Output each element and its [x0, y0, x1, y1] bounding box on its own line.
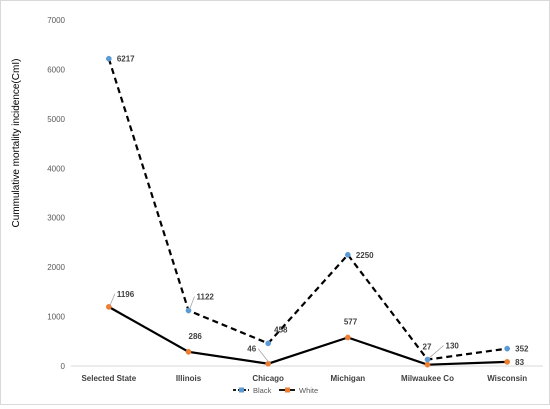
data-label-black: 130 — [446, 342, 460, 351]
x-tick-label: Milwaukee Co — [401, 374, 454, 383]
legend: Black White — [233, 386, 318, 395]
data-point-white — [424, 361, 431, 368]
legend-label: White — [299, 386, 318, 395]
data-point-black — [344, 251, 351, 258]
data-label-white: 83 — [515, 358, 524, 367]
data-label-white: 286 — [189, 332, 203, 341]
data-point-black — [504, 345, 511, 352]
data-point-white — [105, 304, 112, 310]
data-label-white: 27 — [423, 343, 432, 352]
label-leader-line — [189, 296, 195, 310]
y-tick-label: 3000 — [47, 214, 65, 223]
y-tick-label: 0 — [61, 362, 66, 371]
data-point-white — [185, 349, 192, 355]
y-tick-label: 6000 — [47, 65, 65, 74]
y-axis: 0 1000 2000 3000 4000 5000 6000 7000 — [47, 16, 65, 371]
series-lines — [105, 55, 511, 368]
y-tick-label: 2000 — [47, 263, 65, 272]
data-labels: 6217 1122 458 2250 130 352 1196 286 46 577 27 83 — [109, 55, 529, 367]
x-tick-label: Chicago — [252, 374, 284, 383]
y-tick-label: 5000 — [47, 115, 65, 124]
label-leader-line — [428, 345, 444, 359]
data-point-white — [344, 334, 351, 341]
x-tick-label: Michigan — [330, 374, 365, 383]
legend-swatch-marker — [239, 387, 244, 393]
data-point-black — [265, 340, 272, 347]
x-tick-label: Wisconsin — [487, 374, 527, 383]
data-point-black — [105, 55, 112, 62]
legend-label: Black — [253, 386, 272, 395]
x-tick-label: Illinois — [176, 374, 202, 383]
series-line-black — [107, 58, 508, 361]
data-label-white: 46 — [247, 345, 256, 354]
y-tick-label: 7000 — [47, 16, 65, 25]
data-label-white: 577 — [344, 317, 358, 326]
data-point-white — [504, 359, 511, 365]
data-label-white: 1196 — [117, 290, 135, 299]
data-label-black: 352 — [515, 345, 529, 354]
y-tick-label: 1000 — [47, 313, 65, 322]
label-leader-line — [257, 348, 270, 363]
data-label-black: 1122 — [197, 293, 215, 302]
data-label-black: 458 — [274, 325, 288, 334]
data-point-black — [185, 307, 192, 314]
label-leader-line — [109, 293, 116, 307]
series-line-white — [108, 305, 508, 366]
x-axis: Selected State Illinois Chicago Michigan Mil… — [71, 365, 543, 383]
y-tick-label: 4000 — [47, 164, 65, 173]
y-axis-title: Cummulative mortality incidence(CmI) — [11, 59, 22, 228]
data-label-black: 2250 — [356, 251, 374, 260]
data-label-black: 6217 — [117, 55, 135, 64]
x-tick-label: Selected State — [81, 374, 136, 383]
legend-swatch-marker — [285, 387, 290, 393]
